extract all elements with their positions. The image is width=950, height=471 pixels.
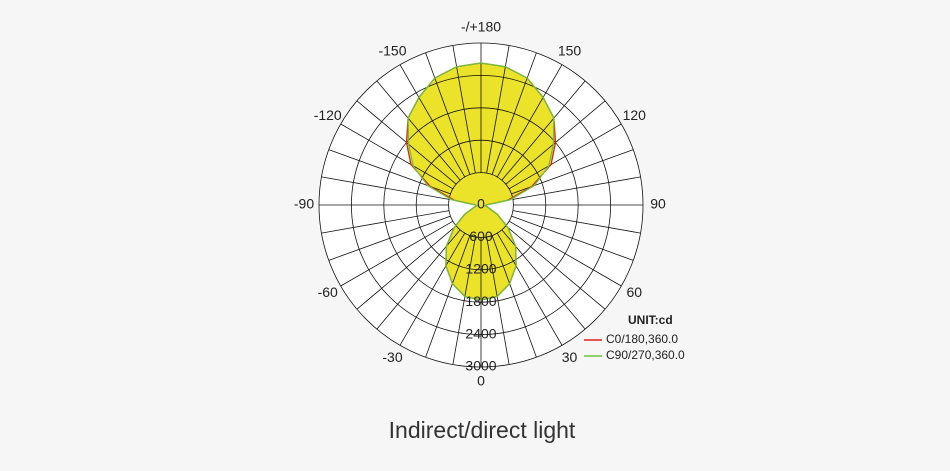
angle-tick-label: -120 [314,107,342,123]
grid-ring [318,42,644,368]
angle-tick-label: 150 [558,42,582,58]
angle-tick-label: 90 [650,196,666,212]
lobe-fill [406,63,556,300]
polar-line [407,62,555,301]
r-tick-label: 1800 [465,293,496,309]
grid-ring [415,139,547,271]
r-tick-label: 3000 [465,358,496,374]
legend-label: C90/270,360.0 [606,348,685,362]
grid-ring [448,172,514,238]
r-tick-label: 1200 [465,261,496,277]
grid-ring [383,107,579,303]
unit-label: UNIT:cd [628,313,673,327]
angle-tick-label: 60 [626,284,642,300]
angle-tick-label: 120 [623,107,647,123]
angle-tick-label: -30 [382,349,402,365]
angle-tick-label: 30 [562,349,578,365]
angle-tick-label: 0 [477,373,485,389]
r-tick-label: 0 [477,196,485,212]
r-tick-label: 2400 [465,325,496,341]
angle-tick-label: -150 [378,42,406,58]
r-tick-label: 600 [469,228,493,244]
angle-tick-label: -/+180 [461,19,501,35]
grid-ring [350,74,612,336]
chart-title: Indirect/direct light [389,417,576,443]
angle-tick-label: -60 [318,284,338,300]
angle-tick-label: -90 [294,196,314,212]
legend-label: C0/180,360.0 [606,332,678,346]
